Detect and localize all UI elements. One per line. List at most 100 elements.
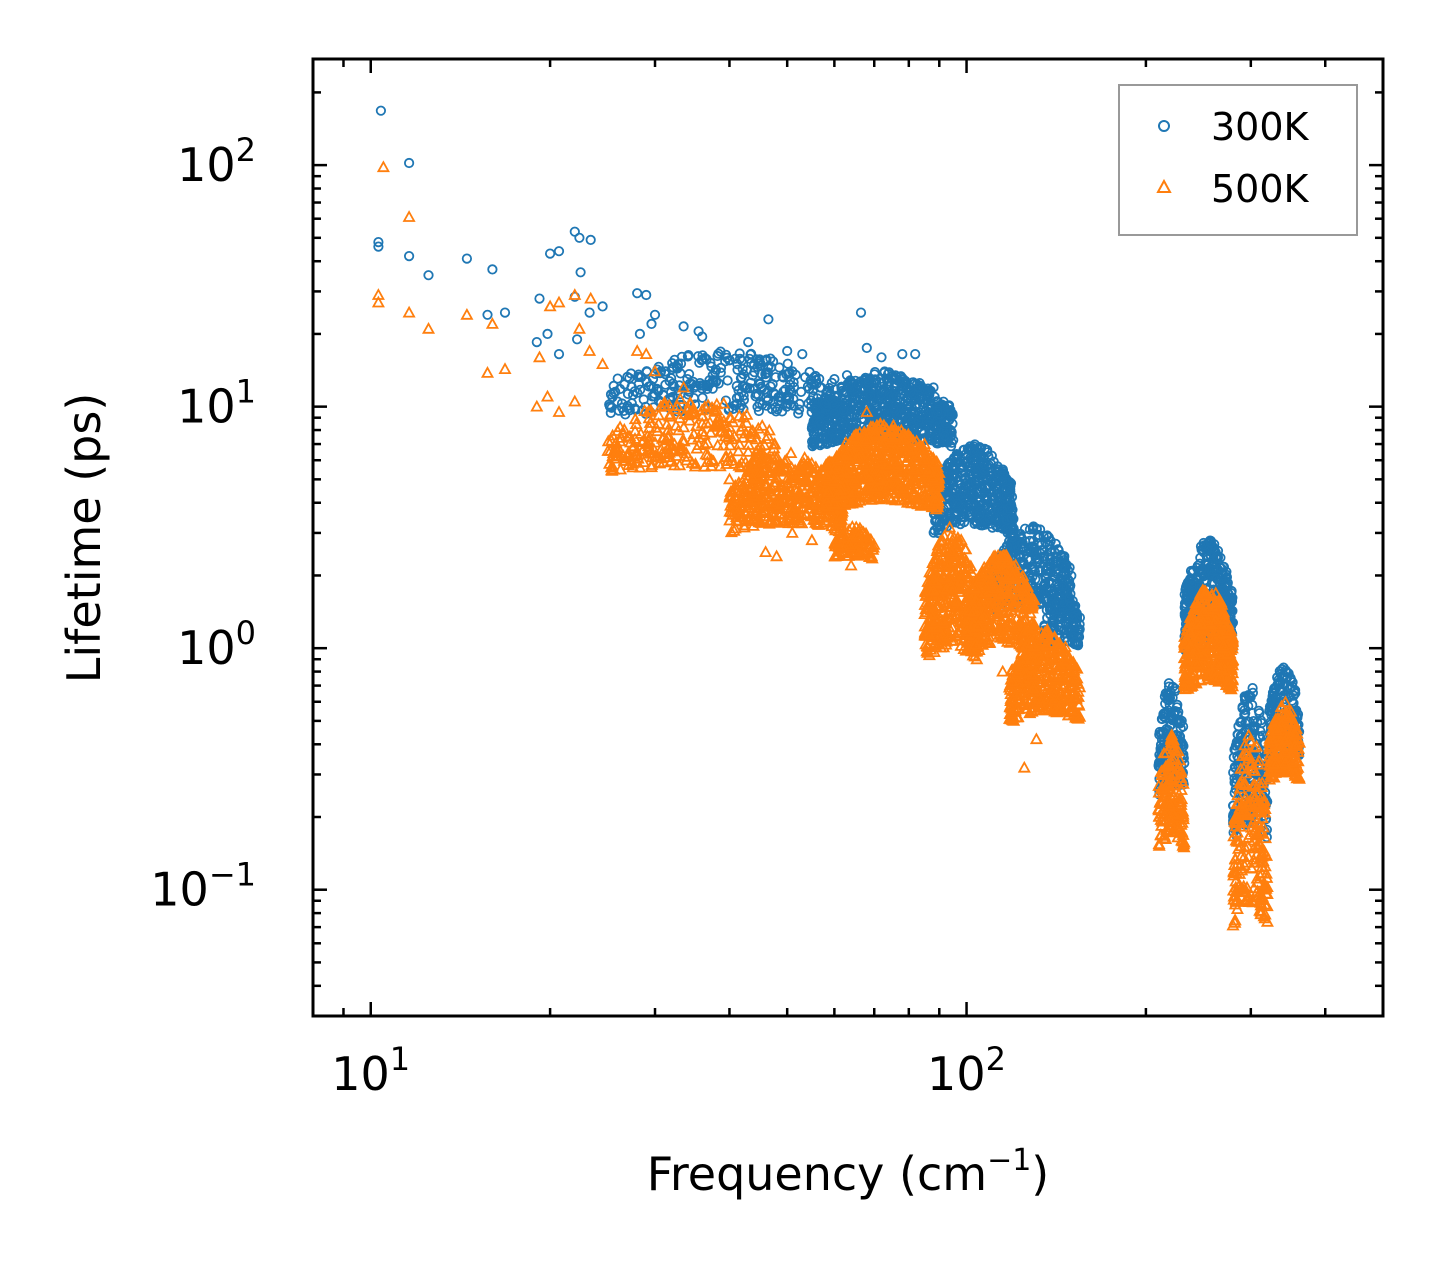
point-300K xyxy=(862,382,873,393)
point-500K xyxy=(402,210,416,222)
point-300K xyxy=(373,237,384,248)
point-300K xyxy=(775,392,786,403)
point-500K xyxy=(770,549,784,562)
point-300K xyxy=(597,301,608,312)
point-500K xyxy=(583,344,597,356)
point-300K xyxy=(934,433,945,444)
point-300K xyxy=(702,383,713,395)
point-300K xyxy=(574,232,585,243)
point-500K xyxy=(596,357,610,370)
point-300K xyxy=(916,409,928,420)
point-300K xyxy=(883,400,894,411)
point-300K xyxy=(765,381,776,392)
point-300K xyxy=(738,390,749,401)
point-300K xyxy=(940,418,952,429)
point-300K xyxy=(782,358,793,369)
point-300K xyxy=(664,376,675,387)
point-300K xyxy=(876,352,887,363)
point-300K xyxy=(641,366,652,377)
point-300K xyxy=(906,417,917,428)
point-300K xyxy=(855,307,867,318)
point-300K xyxy=(728,403,739,414)
point-300K xyxy=(897,372,908,384)
point-300K xyxy=(667,358,678,369)
point-500K xyxy=(759,545,773,557)
point-300K xyxy=(945,431,956,442)
series-500K xyxy=(371,160,1306,931)
point-300K xyxy=(706,361,717,372)
point-300K xyxy=(879,367,890,378)
point-300K xyxy=(622,388,634,399)
point-300K xyxy=(781,401,792,412)
point-300K xyxy=(782,345,793,357)
point-300K xyxy=(553,246,565,257)
point-500K xyxy=(568,288,582,300)
point-300K xyxy=(763,394,774,405)
point-300K xyxy=(946,437,957,448)
point-300K xyxy=(913,382,924,393)
point-300K xyxy=(914,377,925,389)
point-500K xyxy=(844,558,858,571)
point-300K xyxy=(375,105,386,116)
point-300K xyxy=(797,348,808,360)
point-300K xyxy=(743,336,754,348)
point-300K xyxy=(911,423,923,434)
point-300K xyxy=(584,307,595,318)
point-500K xyxy=(485,317,499,329)
point-300K xyxy=(843,379,854,390)
point-500K xyxy=(784,446,798,459)
point-500K xyxy=(639,347,653,360)
point-300K xyxy=(930,433,941,445)
point-500K xyxy=(498,362,512,375)
point-300K xyxy=(626,398,637,409)
point-300K xyxy=(919,384,930,395)
point-300K xyxy=(794,398,805,409)
point-300K xyxy=(774,362,785,373)
point-300K xyxy=(814,415,826,427)
point-300K xyxy=(750,391,761,402)
point-300K xyxy=(784,367,795,378)
point-300K xyxy=(756,383,767,394)
point-500K xyxy=(1017,760,1031,773)
series-layer xyxy=(371,105,1306,931)
point-500K xyxy=(785,526,799,538)
point-300K xyxy=(646,318,657,329)
point-300K xyxy=(403,157,415,169)
point-300K xyxy=(648,391,660,402)
point-300K xyxy=(739,381,750,392)
point-300K xyxy=(604,401,616,412)
point-300K xyxy=(732,358,743,370)
point-300K xyxy=(634,328,646,339)
point-500K xyxy=(722,472,737,485)
point-500K xyxy=(552,295,566,308)
point-300K xyxy=(699,352,711,364)
point-300K xyxy=(730,353,741,364)
point-300K xyxy=(827,426,838,437)
point-300K xyxy=(849,405,860,416)
point-300K xyxy=(761,354,772,365)
point-300K xyxy=(928,407,939,419)
point-300K xyxy=(865,391,876,402)
point-300K xyxy=(585,234,596,245)
point-300K xyxy=(907,421,918,432)
point-300K xyxy=(891,391,902,402)
point-300K xyxy=(678,321,689,332)
point-300K xyxy=(814,439,826,451)
point-300K xyxy=(752,361,763,373)
point-300K xyxy=(744,383,755,394)
point-300K xyxy=(888,403,899,414)
point-300K xyxy=(923,409,934,420)
point-300K xyxy=(715,346,726,357)
point-300K xyxy=(770,402,781,413)
point-300K xyxy=(840,398,851,409)
point-300K xyxy=(682,351,694,362)
point-300K xyxy=(762,367,774,378)
point-300K xyxy=(861,342,872,353)
point-300K xyxy=(897,348,908,360)
point-300K xyxy=(482,309,493,320)
point-500K xyxy=(376,160,390,173)
point-300K xyxy=(531,336,542,348)
point-300K xyxy=(697,331,708,342)
point-300K xyxy=(829,408,840,419)
